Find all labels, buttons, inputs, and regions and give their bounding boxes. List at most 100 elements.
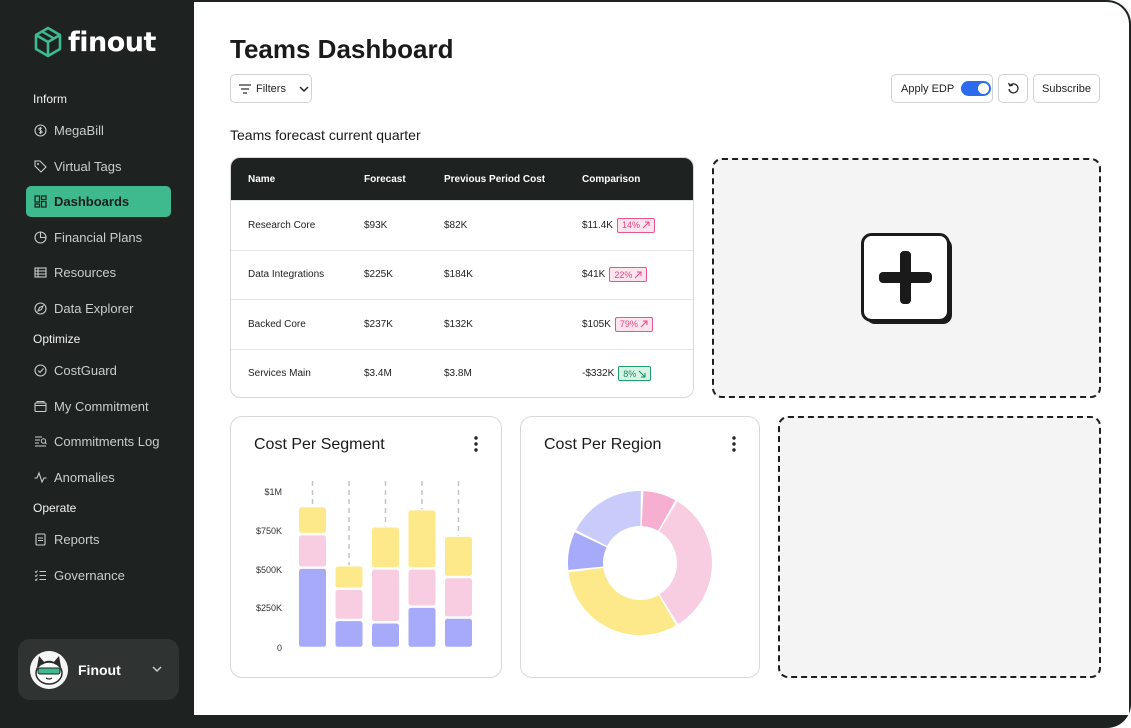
sidebar-item-commitments-log[interactable]: Commitments Log — [26, 426, 171, 457]
bar-segment[interactable] — [445, 618, 472, 647]
sidebar-item-label: CostGuard — [54, 363, 117, 378]
filters-label: Filters — [256, 82, 286, 95]
cost-per-region-card: Cost Per Region — [520, 416, 760, 678]
comparison-diff: -$332K — [582, 368, 615, 380]
sidebar-item-label: Commitments Log — [54, 434, 160, 449]
bar-segment[interactable] — [408, 607, 436, 647]
bar-segment[interactable] — [372, 623, 399, 647]
table-row[interactable]: Services Main $3.4M $3.8M -$332K 8% — [231, 348, 693, 398]
y-tick-label: $750K — [256, 526, 282, 536]
sidebar-item-data-explorer[interactable]: Data Explorer — [26, 293, 171, 324]
finout-cube-icon — [34, 26, 62, 58]
more-options-icon[interactable] — [729, 435, 739, 453]
sidebar-item-anomalies[interactable]: Anomalies — [26, 462, 171, 493]
forecast-value: $93K — [364, 219, 388, 231]
compass-icon — [34, 301, 47, 315]
comparison-badge: 14% — [616, 217, 655, 233]
bar-segment[interactable] — [445, 536, 472, 576]
bar-segment[interactable] — [408, 510, 436, 568]
apply-edp-control[interactable]: Apply EDP — [891, 74, 993, 103]
chevron-down-icon — [299, 85, 309, 92]
arrow-up-right-icon — [642, 221, 650, 229]
table-row[interactable]: Backed Core $237K $132K $105K 79% — [231, 299, 693, 349]
sidebar-item-resources[interactable]: Resources — [26, 257, 171, 288]
bar-segment[interactable] — [299, 568, 326, 647]
comparison-cell: $41K 22% — [582, 267, 693, 283]
dashboard-grid-icon — [34, 195, 47, 208]
comparison-badge: 22% — [609, 267, 648, 283]
donut-chart — [568, 491, 712, 635]
comparison-cell: $11.4K 14% — [582, 217, 693, 233]
bar-segment[interactable] — [445, 578, 472, 617]
bar-segment[interactable] — [335, 589, 363, 619]
donut-slice[interactable] — [641, 491, 676, 531]
bar-segment[interactable] — [372, 569, 399, 622]
sidebar-item-governance[interactable]: Governance — [26, 560, 171, 591]
subscribe-button[interactable]: Subscribe — [1033, 74, 1100, 103]
sidebar-item-label: My Commitment — [54, 398, 149, 414]
add-widget-button[interactable] — [861, 233, 954, 326]
comparison-percent: 79% — [619, 319, 638, 330]
table-body: Research Core $93K $82K $11.4K 14% Data Integ… — [231, 200, 693, 398]
forecast-table: Name Forecast Previous Period Cost Compa… — [230, 157, 694, 398]
more-options-icon[interactable] — [471, 435, 481, 453]
bar-segment[interactable] — [335, 566, 363, 588]
sidebar-item-label: Dashboards — [54, 194, 130, 209]
brand-logo[interactable]: finout — [32, 26, 156, 58]
pie-icon — [34, 230, 47, 244]
stacked-bar-chart: 0 $250K $500K $750K $1M — [256, 481, 472, 653]
donut-slice[interactable] — [659, 501, 712, 625]
column-header[interactable]: Name — [248, 173, 276, 185]
bar-segment[interactable] — [372, 527, 399, 568]
page-title: Teams Dashboard — [230, 34, 454, 64]
bar-segment[interactable] — [299, 507, 326, 533]
main-content: Teams Dashboard Filters Apply EDP Subscr… — [194, 2, 1129, 715]
bar-segment[interactable] — [335, 621, 363, 647]
forecast-value: $3.4M — [364, 368, 392, 380]
filter-icon — [239, 83, 251, 94]
comparison-cell: -$332K 8% — [582, 366, 693, 382]
team-name: Backed Core — [248, 318, 306, 330]
sidebar-item-megabill[interactable]: MegaBill — [26, 115, 171, 146]
table-row[interactable]: Data Integrations $225K $184K $41K 22% — [231, 249, 693, 300]
comparison-badge: 79% — [614, 316, 653, 332]
column-header[interactable]: Previous Period Cost — [444, 173, 546, 185]
sidebar-item-costguard[interactable]: CostGuard — [26, 355, 171, 386]
bar-segment[interactable] — [408, 569, 436, 606]
refresh-button[interactable] — [998, 74, 1028, 103]
donut-slice[interactable] — [576, 491, 641, 547]
chevron-down-icon — [152, 666, 162, 673]
sidebar-section-label: Operate — [33, 501, 77, 515]
widget-placeholder[interactable] — [778, 416, 1101, 678]
filters-button[interactable]: Filters — [230, 74, 312, 103]
forecast-section-title: Teams forecast current quarter — [230, 127, 421, 143]
bar-segment[interactable] — [299, 535, 326, 567]
sidebar-item-my-commitment[interactable]: My Commitment — [26, 391, 171, 422]
y-tick-label: 0 — [277, 643, 282, 653]
sidebar-item-virtual-tags[interactable]: Virtual Tags — [26, 151, 171, 182]
sidebar-item-reports[interactable]: Reports — [26, 524, 171, 555]
sidebar-item-label: Data Explorer — [54, 300, 134, 316]
arrow-up-right-icon — [635, 271, 642, 279]
cat-avatar-icon — [30, 650, 68, 689]
user-menu[interactable]: Finout — [18, 639, 179, 700]
column-header[interactable]: Comparison — [582, 173, 641, 185]
apply-edp-toggle[interactable] — [961, 81, 992, 96]
sidebar-item-label: Reports — [54, 532, 100, 547]
table-row[interactable]: Research Core $93K $82K $11.4K 14% — [231, 200, 693, 250]
previous-cost: $184K — [444, 269, 473, 281]
comparison-cell: $105K 79% — [582, 316, 693, 332]
donut-slice[interactable] — [568, 532, 607, 570]
arrow-up-right-icon — [640, 320, 648, 328]
y-tick-label: $250K — [256, 603, 282, 613]
wallet-icon — [34, 400, 47, 413]
sidebar-item-dashboards[interactable]: Dashboards — [26, 186, 171, 217]
apply-edp-label: Apply EDP — [901, 82, 955, 95]
chart-title: Cost Per Segment — [254, 436, 385, 453]
donut-slice[interactable] — [568, 567, 677, 635]
sidebar-item-label: Virtual Tags — [54, 158, 122, 174]
sidebar-item-financial-plans[interactable]: Financial Plans — [26, 222, 171, 253]
team-name: Data Integrations — [248, 269, 325, 281]
team-name: Research Core — [248, 219, 316, 231]
column-header[interactable]: Forecast — [364, 173, 406, 185]
